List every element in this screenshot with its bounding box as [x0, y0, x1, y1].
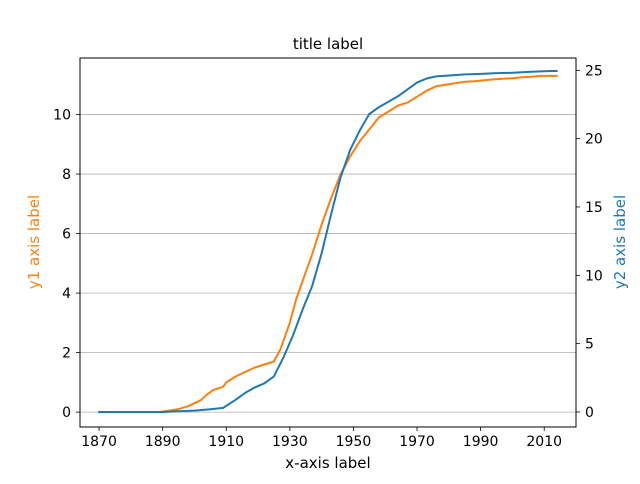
x-axis-label: x-axis label [285, 454, 370, 472]
y-right-tick-label-4: 20 [585, 132, 603, 148]
plot-area-background [80, 58, 576, 427]
x-tick-label-3: 1930 [272, 434, 308, 450]
x-tick-label-4: 1950 [336, 434, 372, 450]
y-right-tick-label-5: 25 [585, 63, 603, 79]
x-tick-label-2: 1910 [208, 434, 244, 450]
y-right-tick-label-1: 5 [585, 337, 594, 353]
y-left-tick-label-3: 6 [62, 227, 71, 243]
gridlines [80, 114, 576, 413]
x-tick-label-5: 1970 [399, 434, 435, 450]
y-left-tick-label-0: 0 [62, 405, 71, 421]
y-right-axis-label: y2 axis label [611, 195, 629, 289]
y-left-tick-label-5: 10 [53, 108, 71, 124]
y-left-tick-label-1: 2 [62, 346, 71, 362]
y-left-tick-label-4: 8 [62, 167, 71, 183]
y-right-tick-label-2: 10 [585, 268, 603, 284]
y-left-axis-ticks: 0 2 4 6 8 10 [53, 108, 80, 421]
x-tick-label-6: 1990 [463, 434, 499, 450]
y-right-tick-label-3: 15 [585, 200, 603, 216]
series-layer [98, 70, 558, 414]
x-axis-ticks: 1870 1890 1910 1930 1950 1970 1990 2010 [81, 427, 562, 450]
x-tick-label-7: 2010 [526, 434, 562, 450]
y-left-tick-label-2: 4 [62, 286, 71, 302]
plot-frame [79, 57, 577, 428]
y-right-axis-ticks: 0 5 10 15 20 25 [576, 63, 603, 421]
series-line-right [98, 70, 558, 413]
y-left-axis-label: y1 axis label [25, 195, 43, 289]
x-tick-label-1: 1890 [145, 434, 181, 450]
y-right-tick-label-0: 0 [585, 405, 594, 421]
series-line-left [98, 74, 558, 414]
x-tick-label-0: 1870 [81, 434, 117, 450]
chart-title: title label [293, 35, 363, 53]
